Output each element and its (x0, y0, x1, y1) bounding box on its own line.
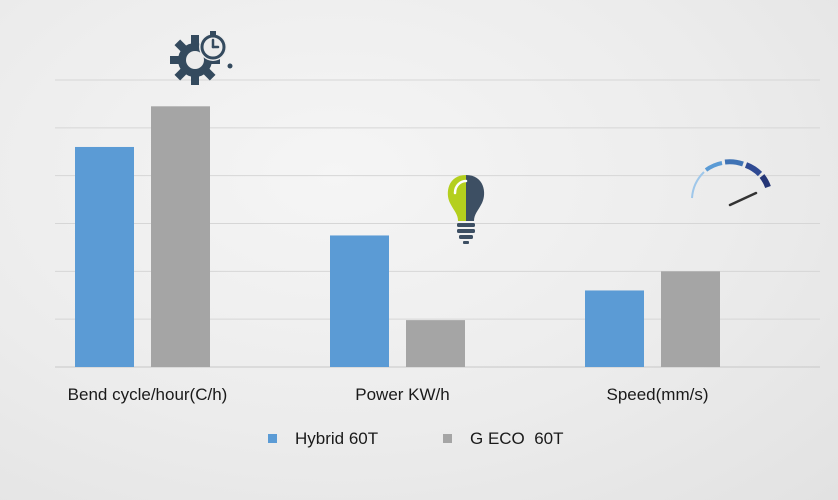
category-label: Power KW/h (355, 385, 449, 404)
bar-g-eco-1 (151, 106, 210, 367)
category-label: Speed(mm/s) (606, 385, 708, 404)
bars (75, 106, 720, 367)
bar-g-eco-3 (661, 271, 720, 367)
bar-hybrid-2 (330, 235, 389, 367)
speedometer-icon (691, 159, 771, 207)
legend-swatch (268, 434, 277, 443)
legend-label: G ECO 60T (470, 429, 564, 448)
bar-hybrid-3 (585, 290, 644, 367)
legend: Hybrid 60T G ECO 60T (268, 429, 564, 448)
bar-g-eco-2 (406, 320, 465, 367)
bar-hybrid-1 (75, 146, 134, 367)
legend-label: Hybrid 60T (295, 429, 378, 448)
lightbulb-icon (447, 175, 485, 244)
gear-clock-icon (170, 31, 233, 85)
category-labels: Bend cycle/hour(C/h) Power KW/h Speed(mm/s… (68, 385, 709, 404)
category-label: Bend cycle/hour(C/h) (68, 385, 228, 404)
legend-swatch (443, 434, 452, 443)
